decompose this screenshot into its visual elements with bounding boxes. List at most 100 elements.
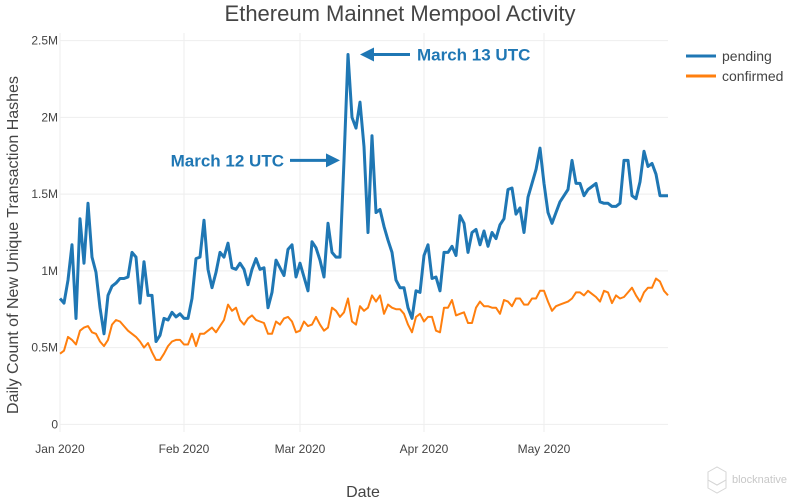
pending-point [620,203,621,204]
pending-point [564,195,565,196]
confirmed-point [240,319,241,320]
confirmed-point [80,330,81,331]
y-axis-ticks: 0 0.5M 1M 1.5M 2M 2.5M [31,34,58,432]
legend-label-confirmed: confirmed [722,68,783,84]
y-tick-label: 0.5M [31,341,58,355]
confirmed-point [620,298,621,299]
confirmed-point [504,300,505,301]
pending-point [588,189,589,190]
confirmed-point [124,326,125,327]
pending-point [244,269,245,270]
pending-point [228,243,229,244]
gridlines [59,33,668,432]
confirmed-point [180,339,181,340]
confirmed-point [144,347,145,348]
confirmed-point [416,316,417,317]
pending-point [120,278,121,279]
pending-point [628,160,629,161]
annotation-march-13: March 13 UTC [417,45,530,64]
confirmed-point [440,332,441,333]
pending-point [240,263,241,264]
pending-point [104,333,105,334]
pending-point [376,212,377,213]
legend-item-pending[interactable]: pending [686,48,772,64]
confirmed-point [336,310,337,311]
pending-point [632,195,633,196]
confirmed-point [132,333,133,334]
pending-point [132,252,133,253]
confirmed-point [468,323,469,324]
confirmed-point [652,287,653,288]
confirmed-point [348,298,349,299]
confirmed-point [580,292,581,293]
confirmed-point [572,298,573,299]
pending-point [652,163,653,164]
pending-point [72,244,73,245]
confirmed-point [624,296,625,297]
confirmed-point [484,306,485,307]
pending-point [360,102,361,103]
pending-point [616,206,617,207]
confirmed-point [344,312,345,313]
confirmed-point [464,312,465,313]
confirmed-point [264,323,265,324]
confirmed-point [532,298,533,299]
confirmed-point [648,287,649,288]
pending-point [264,267,265,268]
pending-point [440,290,441,291]
confirmed-point [400,309,401,310]
confirmed-point [364,310,365,311]
pending-point [268,307,269,308]
pending-point [468,252,469,253]
y-tick-label: 0 [51,417,58,431]
annotation-march-12: March 12 UTC [171,151,284,170]
confirmed-point [368,307,369,308]
pending-point [500,224,501,225]
confirmed-point [412,332,413,333]
pending-point [336,257,337,258]
x-axis-title: Date [346,484,380,500]
confirmed-point [352,321,353,322]
arrowhead-march-12-icon [326,153,340,168]
confirmed-point [472,323,473,324]
legend-item-confirmed[interactable]: confirmed [686,68,783,84]
pending-point [124,278,125,279]
confirmed-point [68,336,69,337]
confirmed-point [608,292,609,293]
confirmed-point [488,306,489,307]
confirmed-point [228,304,229,305]
confirmed-point [452,300,453,301]
legend[interactable]: pending confirmed [686,48,783,84]
pending-point [600,201,601,202]
confirmed-point [164,353,165,354]
confirmed-point [108,339,109,340]
confirmed-point [516,298,517,299]
pending-point [304,277,305,278]
confirmed-point [332,307,333,308]
pending-point [644,151,645,152]
pending-point [544,183,545,184]
pending-point [276,260,277,261]
pending-point [560,201,561,202]
confirmed-point [152,352,153,353]
pending-point [84,263,85,264]
confirmed-point [356,324,357,325]
confirmed-point [508,301,509,302]
pending-point [180,313,181,314]
confirmed-point [424,321,425,322]
pending-point [528,197,529,198]
pending-point [176,316,177,317]
pending-point [476,229,477,230]
confirmed-point [328,327,329,328]
confirmed-point [408,324,409,325]
confirmed-point [444,307,445,308]
confirmed-point [456,315,457,316]
blocknative-logo-icon [707,466,727,494]
y-tick-label: 2M [41,110,58,124]
confirmed-point [252,315,253,316]
confirmed-point [668,295,669,296]
pending-point [148,295,149,296]
confirmed-point [320,324,321,325]
confirmed-point [592,293,593,294]
confirmed-point [512,306,513,307]
